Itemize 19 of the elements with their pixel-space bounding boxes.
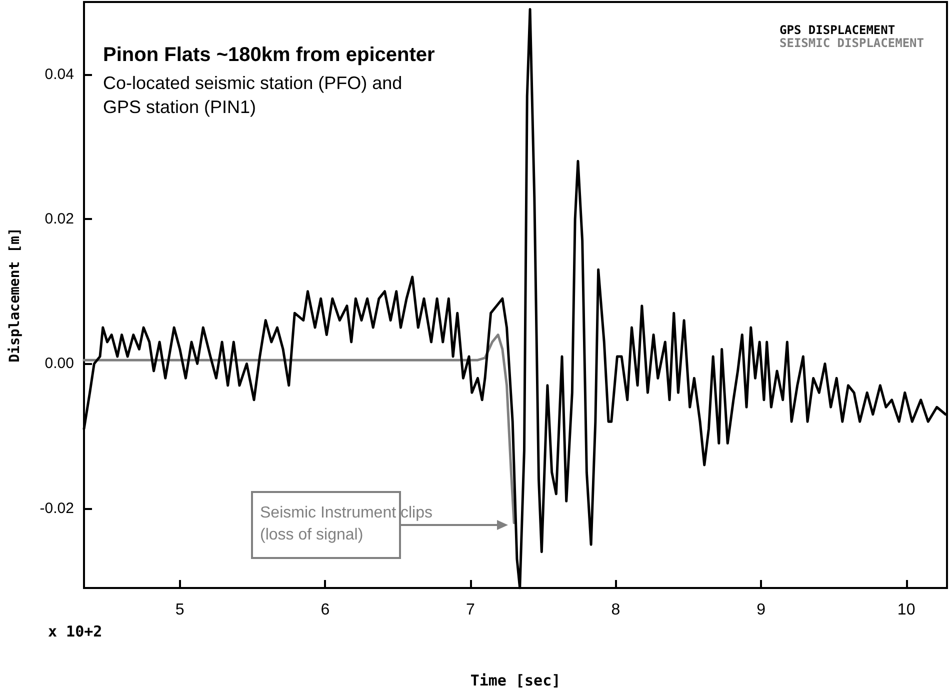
y-axis-title: Displacement [m] (7, 228, 23, 362)
text: GPS DISPLACEMENT (780, 23, 896, 37)
y-tick-label: 0.00 (44, 355, 74, 372)
text: Pinon Flats ~180km from epicenter (103, 44, 435, 66)
y-tick-label: -0.02 (40, 500, 74, 517)
annotation: Seismic Instrument clips (loss of signal) (260, 504, 432, 544)
x-tick-label: 10 (897, 602, 916, 618)
x-tick-label: 6 (320, 602, 330, 618)
line-series (82, 334, 516, 524)
x-axis-title: Time [sec] (470, 672, 561, 690)
text: Co-located seismic station (PFO) and GPS station (PIN1) (103, 73, 408, 117)
text: SEISMIC DISPLACEMENT (780, 36, 924, 50)
text: x 10+2 (48, 622, 102, 640)
y-tick-label: 0.04 (44, 66, 74, 83)
y-tick-label: 0.02 (44, 210, 74, 228)
x-tick-label: 5 (175, 602, 184, 618)
x-tick-label: 7 (466, 602, 476, 618)
x-tick-label: 8 (611, 602, 620, 618)
x-tick-label: 9 (756, 602, 766, 618)
